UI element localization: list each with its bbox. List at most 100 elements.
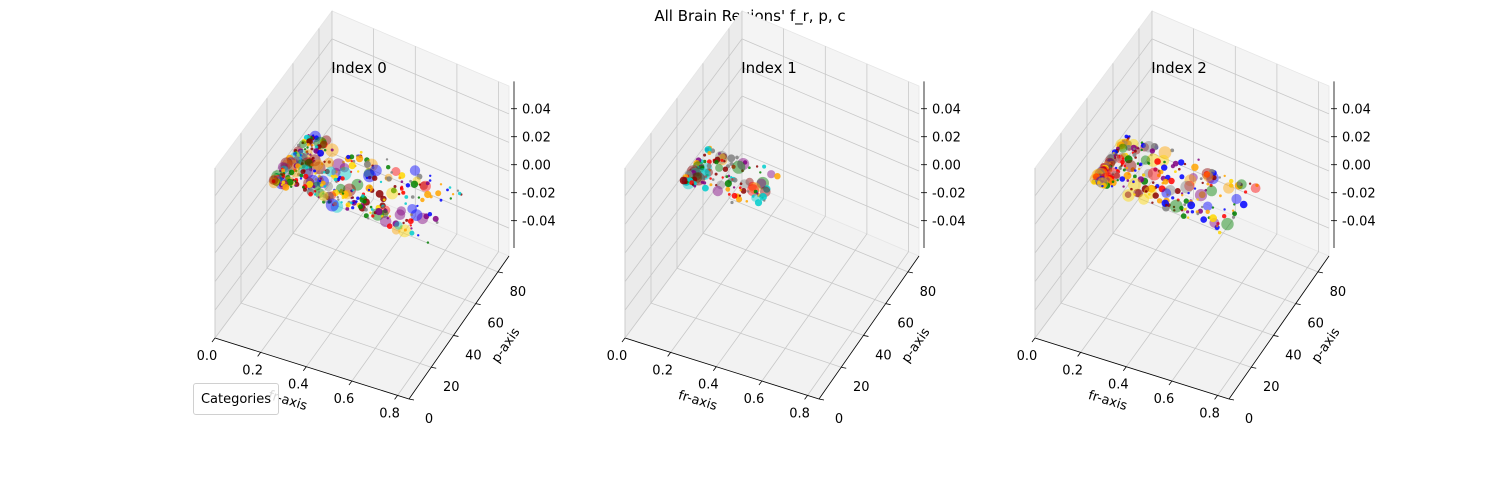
y-tick bbox=[497, 271, 503, 274]
scatter-point bbox=[294, 180, 297, 183]
scatter-point bbox=[1165, 203, 1168, 207]
scatter-point bbox=[370, 164, 382, 177]
scatter-point bbox=[1161, 164, 1168, 171]
scatter-point bbox=[1255, 183, 1259, 187]
scatter-point bbox=[725, 186, 731, 192]
x-tick bbox=[1122, 366, 1127, 371]
scatter-point bbox=[1173, 209, 1176, 212]
scatter-point bbox=[1180, 213, 1187, 219]
scatter-point bbox=[271, 179, 276, 184]
y-tick bbox=[408, 398, 415, 401]
scatter-point bbox=[756, 192, 759, 195]
scatter-point bbox=[1172, 205, 1176, 209]
scatter-point bbox=[331, 167, 341, 177]
scatter-point bbox=[416, 173, 423, 180]
z-gridline bbox=[624, 66, 920, 225]
scatter-point bbox=[727, 193, 731, 196]
scatter-point bbox=[1136, 162, 1140, 165]
scatter-point bbox=[1101, 184, 1104, 188]
scatter-point bbox=[404, 202, 408, 205]
scatter-point bbox=[1130, 187, 1133, 191]
scatter-point bbox=[1239, 200, 1248, 209]
scatter-point bbox=[1174, 188, 1181, 194]
scatter-point bbox=[1170, 148, 1175, 153]
scatter-point bbox=[336, 196, 339, 199]
scatter-point bbox=[742, 160, 748, 165]
x-tick bbox=[621, 337, 626, 343]
scatter-point bbox=[297, 143, 301, 148]
scatter-point bbox=[1108, 166, 1112, 170]
scatter-point bbox=[1237, 181, 1242, 186]
scatter-point bbox=[403, 228, 407, 232]
z-gridline bbox=[214, 38, 510, 197]
scatter-point bbox=[345, 202, 351, 208]
scatter-point bbox=[311, 156, 315, 160]
scatter-point bbox=[706, 163, 712, 169]
scatter-point bbox=[730, 200, 734, 205]
scatter-point bbox=[306, 143, 310, 147]
scatter-point bbox=[391, 167, 401, 176]
scatter-point bbox=[281, 175, 284, 179]
scatter-point bbox=[1152, 192, 1159, 199]
scatter-point bbox=[301, 155, 307, 162]
panel-title: Index 1 bbox=[741, 59, 797, 77]
scatter-point bbox=[732, 177, 738, 183]
scatter-point bbox=[1165, 174, 1171, 181]
scatter-point bbox=[352, 189, 355, 192]
x-tick-label: 0.8 bbox=[1199, 406, 1220, 421]
scatter-point bbox=[1120, 159, 1125, 165]
y-tick bbox=[885, 303, 891, 306]
scatter-point bbox=[1117, 152, 1128, 163]
z-tick-label: -0.04 bbox=[932, 215, 966, 230]
scatter-point bbox=[1137, 167, 1141, 171]
scatter-point bbox=[1103, 168, 1107, 173]
scatter-point bbox=[332, 189, 340, 197]
x-tick bbox=[804, 395, 808, 400]
y-tick-label: 80 bbox=[510, 285, 527, 300]
scatter-point bbox=[322, 200, 326, 204]
z-tick-label: 0.02 bbox=[1342, 131, 1371, 146]
scatter-point bbox=[325, 166, 336, 177]
scatter-point bbox=[707, 151, 712, 155]
y-axis-line bbox=[408, 255, 510, 400]
scatter-point bbox=[1161, 188, 1172, 199]
scatter-point bbox=[397, 192, 401, 196]
scatter-point bbox=[1110, 162, 1113, 165]
scatter-point bbox=[723, 160, 726, 163]
x-tick-label: 0.4 bbox=[698, 378, 719, 393]
y-tick-label: 80 bbox=[920, 285, 937, 300]
scatter-point bbox=[1123, 171, 1132, 180]
scatter-point bbox=[1109, 169, 1113, 172]
scatter-point bbox=[308, 191, 313, 197]
x-tick bbox=[758, 380, 763, 386]
scatter-point bbox=[708, 168, 711, 172]
scatter-point bbox=[1147, 184, 1156, 193]
y-tick bbox=[453, 335, 459, 337]
scatter-point bbox=[1215, 224, 1219, 228]
x-tick-label: 0.4 bbox=[1108, 378, 1129, 393]
x-tick-label: 0.0 bbox=[1017, 349, 1038, 364]
scatter-point bbox=[1214, 224, 1220, 230]
scatter-point bbox=[432, 215, 439, 222]
scatter-point bbox=[369, 205, 373, 209]
scatter-point bbox=[439, 183, 443, 186]
scatter-point bbox=[416, 212, 429, 225]
scatter-point bbox=[1124, 134, 1129, 139]
x-tick-label: 0.2 bbox=[652, 363, 673, 378]
panel-1: 0.0 0.2 0.4 0.6 0.8 0 20 40 60 80 -0.04 -0.02 0.00 0.… bbox=[607, 9, 966, 427]
scatter-point bbox=[1137, 176, 1145, 183]
scatter-point bbox=[339, 163, 350, 173]
scatter-point bbox=[416, 204, 419, 208]
scatter-point bbox=[281, 168, 286, 173]
scatter-point bbox=[1201, 205, 1204, 209]
y-tick-label: 80 bbox=[1330, 285, 1347, 300]
scatter-point bbox=[334, 170, 338, 174]
scatter-point bbox=[349, 154, 355, 160]
y-tick bbox=[1251, 366, 1257, 369]
scatter-point bbox=[1101, 177, 1104, 181]
scatter-point bbox=[456, 189, 460, 192]
scatter-point bbox=[1141, 185, 1150, 193]
scatter-point bbox=[303, 173, 309, 180]
scatter-point bbox=[714, 160, 719, 165]
x-tick bbox=[257, 352, 261, 357]
